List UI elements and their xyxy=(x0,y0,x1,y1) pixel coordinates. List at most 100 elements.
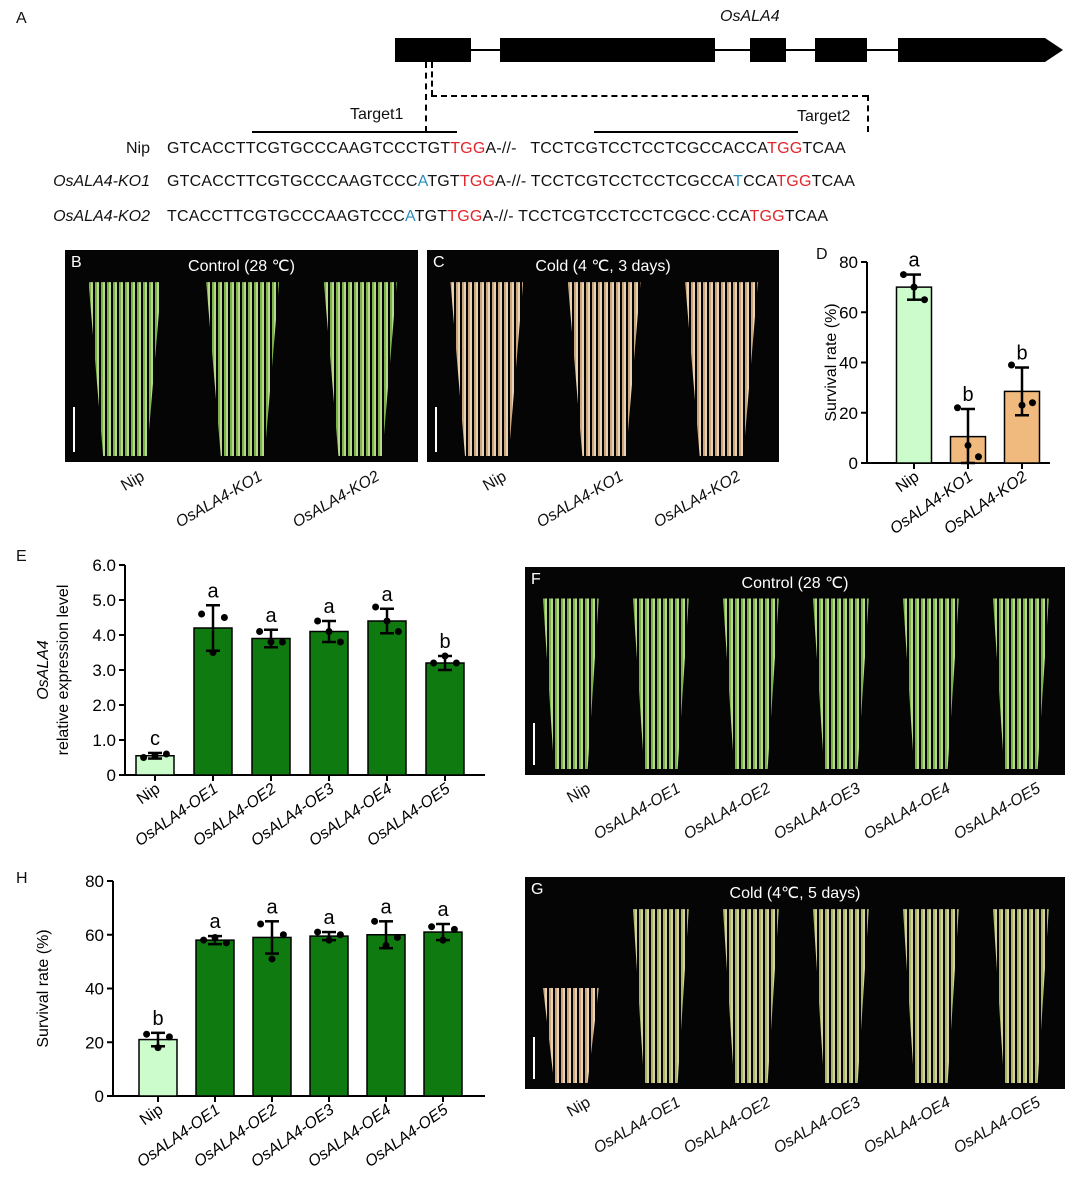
y-tick-label: 6.0 xyxy=(92,556,116,575)
genotype-label: OsALA4-KO2 xyxy=(651,468,744,532)
pam-site: TGG xyxy=(450,140,486,157)
sequence-segment: GTCACCTTCGTGCCCAAGTCCC xyxy=(167,173,418,190)
data-point xyxy=(209,649,217,656)
data-point xyxy=(140,754,148,761)
genotype-label: Nip xyxy=(564,780,594,807)
data-point xyxy=(393,933,401,941)
data-point xyxy=(257,920,265,928)
target1-line xyxy=(252,131,457,133)
genotype-label: OsALA4-OE2 xyxy=(681,780,774,844)
data-point xyxy=(200,936,208,944)
bar xyxy=(366,934,406,1097)
rice-plant xyxy=(543,598,599,769)
significance-letter: b xyxy=(962,384,973,406)
significance-letter: b xyxy=(1016,343,1027,365)
rice-plant xyxy=(813,598,869,769)
sequence-segment: CCA xyxy=(743,173,777,190)
mutation: A xyxy=(404,208,415,225)
mutation: T xyxy=(733,173,744,190)
data-point xyxy=(336,638,344,646)
data-point xyxy=(267,638,275,646)
y-tick-label: 1.0 xyxy=(92,731,116,750)
photo-title: Control (28 ℃) xyxy=(188,258,295,275)
sequence-segment: TCAA xyxy=(811,173,856,190)
y-tick-label: 5.0 xyxy=(92,591,116,610)
y-tick-label: 0 xyxy=(849,454,858,473)
gene-arrow xyxy=(1045,38,1063,62)
y-tick-label: 4.0 xyxy=(92,626,116,645)
scale-bar xyxy=(533,1037,535,1079)
exon-5 xyxy=(898,38,1045,62)
data-point xyxy=(1018,401,1026,409)
bar xyxy=(309,630,349,776)
significance-letter: a xyxy=(207,580,219,602)
target1-label: Target1 xyxy=(350,106,404,123)
pam-site: TGG xyxy=(459,173,496,190)
bar xyxy=(895,286,933,464)
genotype-label: OsALA4-OE5 xyxy=(951,1094,1044,1158)
data-point xyxy=(964,441,972,449)
sequence-segment: A-//- TCCTCGTCCTCCTCGCCACCA xyxy=(485,140,768,157)
data-point xyxy=(1029,399,1036,407)
bar xyxy=(423,931,463,1097)
pam-site: TGG xyxy=(776,173,812,190)
data-point xyxy=(954,404,961,412)
target2-label: Target2 xyxy=(797,108,851,125)
rice-plant xyxy=(633,598,689,769)
bar xyxy=(309,935,349,1097)
rice-plant xyxy=(567,282,641,456)
data-point xyxy=(428,923,436,931)
sequence: GTCACCTTCGTGCCCAAGTCCCATGTTGGA-//- TCCTC… xyxy=(167,173,855,191)
y-tick-label: 60 xyxy=(839,303,858,322)
y-axis-label: Survival rate (%) xyxy=(35,929,52,1047)
sequence-label: OsALA4-KO1 xyxy=(53,173,150,190)
x-tick-label: Nip xyxy=(893,468,923,496)
data-point xyxy=(268,955,276,963)
significance-letter: a xyxy=(265,605,277,627)
rice-plant xyxy=(723,598,779,769)
target1-marker xyxy=(425,62,427,132)
target2-connector xyxy=(431,62,433,96)
sequence: TCACCTTCGTGCCCAAGTCCCATGT TGGA-//- TCCTCG… xyxy=(167,208,828,226)
exon-4 xyxy=(815,38,867,62)
mutation: A xyxy=(417,173,428,190)
genotype-label: OsALA4-OE1 xyxy=(591,1094,684,1158)
significance-letter: a xyxy=(381,584,393,606)
rice-plant xyxy=(633,909,689,1083)
data-point xyxy=(450,925,458,933)
significance-letter: a xyxy=(380,896,392,918)
x-tick-label: Nip xyxy=(137,1101,167,1129)
data-point xyxy=(430,659,438,667)
rice-plant xyxy=(206,282,280,456)
sequence-segment: TCACCTTCGTGCCCAAGTCCC xyxy=(167,208,405,225)
panel-label-h: H xyxy=(16,870,28,887)
photo-title: Control (28 ℃) xyxy=(741,575,849,592)
genotype-label: OsALA4-OE4 xyxy=(861,1094,954,1158)
exon-1 xyxy=(395,38,471,62)
pam-site: TGG xyxy=(749,208,785,225)
sequence-segment: TGT xyxy=(414,208,448,225)
target2-connector-h xyxy=(431,95,868,97)
data-point xyxy=(394,628,402,635)
genotype-label: Nip xyxy=(118,468,148,495)
data-point xyxy=(220,614,228,621)
data-point xyxy=(314,928,322,936)
data-point xyxy=(439,936,447,944)
sequence-segment: A-//- TCCTCGTCCTCCTCGCC·CCA xyxy=(482,208,750,225)
exon-2 xyxy=(500,38,715,62)
y-axis-label: Survival rate (%) xyxy=(823,303,840,421)
sequence-segment: TGT xyxy=(427,173,460,190)
panel-label-e: E xyxy=(16,548,27,565)
data-point xyxy=(921,296,928,304)
sequence-segment: GTCACCTTCGTGCCCAAGTCCCTGT xyxy=(167,140,451,157)
rice-plant xyxy=(685,282,758,456)
rice-plant xyxy=(450,282,524,456)
significance-letter: b xyxy=(439,631,450,653)
data-point xyxy=(325,628,333,635)
bar xyxy=(251,637,291,776)
y-tick-label: 40 xyxy=(839,354,858,373)
genotype-label: OsALA4-OE3 xyxy=(771,780,864,844)
data-point xyxy=(143,1030,151,1038)
data-point xyxy=(910,283,918,291)
